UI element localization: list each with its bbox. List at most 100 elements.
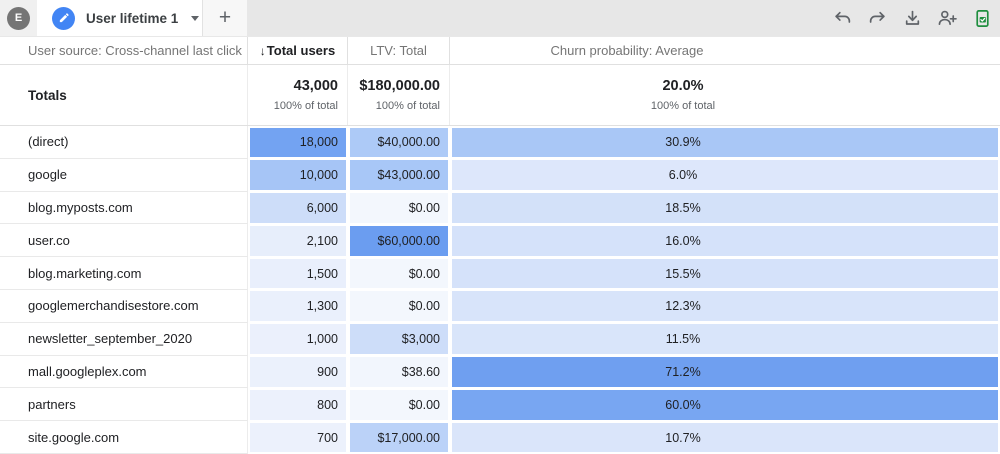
ltv-header[interactable]: LTV: Total [348,37,450,64]
totals-ltv-sub: 100% of total [375,100,440,112]
churn-value: 6.0% [452,160,998,191]
totals-churn-value: 20.0% [662,78,704,94]
dimension-cell[interactable]: mall.googleplex.com [0,355,248,389]
table-row: mall.googleplex.com 900 $38.60 71.2% [0,355,1000,389]
dimension-header[interactable]: User source: Cross-channel last click [0,37,248,64]
users-value: 6,000 [250,193,346,223]
ltv-value: $0.00 [350,389,448,420]
ltv-cell[interactable]: $43,000.00 [348,159,450,192]
table-body: (direct) 18,000 $40,000.00 30.9% google … [0,126,1000,454]
users-header[interactable]: ↓ Total users [248,37,348,64]
dimension-cell[interactable]: site.google.com [0,421,248,454]
churn-cell[interactable]: 12.3% [450,290,1000,323]
new-tab-button[interactable]: + [202,0,247,36]
download-button[interactable] [902,8,922,28]
ltv-cell[interactable]: $0.00 [348,192,450,225]
totals-users-cell: 43,000 100% of total [248,65,348,125]
download-icon [905,10,919,25]
users-cell[interactable]: 6,000 [248,192,348,225]
ltv-value: $40,000.00 [350,127,448,158]
dimension-cell[interactable]: user.co [0,224,248,258]
ltv-value: $0.00 [350,193,448,223]
users-cell[interactable]: 1,000 [248,323,348,356]
churn-value: 12.3% [452,291,998,322]
ltv-cell[interactable]: $60,000.00 [348,224,450,257]
users-cell[interactable]: 900 [248,356,348,389]
churn-value: 11.5% [452,324,998,355]
ltv-cell[interactable]: $17,000.00 [348,421,450,454]
ltv-cell[interactable]: $40,000.00 [348,126,450,159]
churn-cell[interactable]: 15.5% [450,257,1000,290]
totals-ltv-cell: $180,000.00 100% of total [348,65,450,125]
tab-user-lifetime[interactable]: User lifetime 1 [37,0,202,36]
dimension-cell[interactable]: googlemerchandisestore.com [0,289,248,323]
dimension-cell[interactable]: newsletter_september_2020 [0,322,248,356]
users-cell[interactable]: 10,000 [248,159,348,192]
table-row: blog.myposts.com 6,000 $0.00 18.5% [0,191,1000,225]
users-cell[interactable]: 1,500 [248,257,348,290]
edit-pencil-icon[interactable] [52,6,75,30]
churn-header[interactable]: Churn probability: Average [550,43,704,58]
ltv-cell[interactable]: $0.00 [348,290,450,323]
dimension-cell[interactable]: blog.marketing.com [0,257,248,290]
ltv-value: $60,000.00 [350,225,448,256]
totals-row: Totals 43,000 100% of total $180,000.00 … [0,65,1000,126]
top-bar: E User lifetime 1 + [0,0,1000,37]
column-header-row: User source: Cross-channel last click ↓ … [0,37,1000,65]
undo-icon [834,11,850,23]
users-cell[interactable]: 2,100 [248,224,348,257]
users-value: 1,000 [250,324,346,355]
churn-cell[interactable]: 16.0% [450,224,1000,257]
users-cell[interactable]: 18,000 [248,126,348,159]
table-row: google 10,000 $43,000.00 6.0% [0,158,1000,192]
ltv-value: $0.00 [350,291,448,322]
table-row: user.co 2,100 $60,000.00 16.0% [0,224,1000,258]
avatar[interactable]: E [7,6,30,30]
churn-cell[interactable]: 11.5% [450,323,1000,356]
dimension-cell[interactable]: (direct) [0,126,248,159]
churn-value: 15.5% [452,258,998,289]
users-value: 18,000 [250,127,346,158]
chevron-down-icon[interactable] [191,15,200,21]
churn-value: 71.2% [452,357,998,387]
sheet-export-icon [975,9,989,27]
totals-users-sub: 100% of total [273,100,338,112]
ltv-value: $0.00 [350,258,448,289]
users-cell[interactable]: 800 [248,388,348,421]
table-row: googlemerchandisestore.com 1,300 $0.00 1… [0,289,1000,323]
users-value: 900 [250,357,346,387]
totals-churn-cell: 20.0% 100% of total [450,65,1000,125]
users-value: 800 [250,389,346,420]
ltv-cell[interactable]: $0.00 [348,257,450,290]
totals-ltv-value: $180,000.00 [359,78,440,94]
undo-button[interactable] [832,8,852,28]
dimension-cell[interactable]: partners [0,388,248,422]
dimension-cell[interactable]: google [0,158,248,192]
ltv-value: $38.60 [350,357,448,387]
users-cell[interactable]: 700 [248,421,348,454]
churn-cell[interactable]: 60.0% [450,388,1000,421]
users-value: 700 [250,422,346,453]
table-row: partners 800 $0.00 60.0% [0,388,1000,422]
person-add-button[interactable] [937,8,957,28]
users-value: 2,100 [250,225,346,256]
churn-cell[interactable]: 30.9% [450,126,1000,159]
redo-button[interactable] [867,8,887,28]
table-row: (direct) 18,000 $40,000.00 30.9% [0,126,1000,159]
sheet-export-button[interactable] [972,8,992,28]
dimension-cell[interactable]: blog.myposts.com [0,191,248,225]
totals-label: Totals [0,65,248,125]
churn-cell[interactable]: 71.2% [450,356,1000,389]
users-cell[interactable]: 1,300 [248,290,348,323]
ltv-cell[interactable]: $38.60 [348,356,450,389]
table-row: blog.marketing.com 1,500 $0.00 15.5% [0,257,1000,290]
ltv-cell[interactable]: $0.00 [348,388,450,421]
ltv-cell[interactable]: $3,000 [348,323,450,356]
churn-cell[interactable]: 18.5% [450,192,1000,225]
plus-icon: + [218,5,232,29]
churn-cell[interactable]: 10.7% [450,421,1000,454]
churn-value: 10.7% [452,422,998,453]
churn-cell[interactable]: 6.0% [450,159,1000,192]
ltv-value: $3,000 [350,324,448,355]
